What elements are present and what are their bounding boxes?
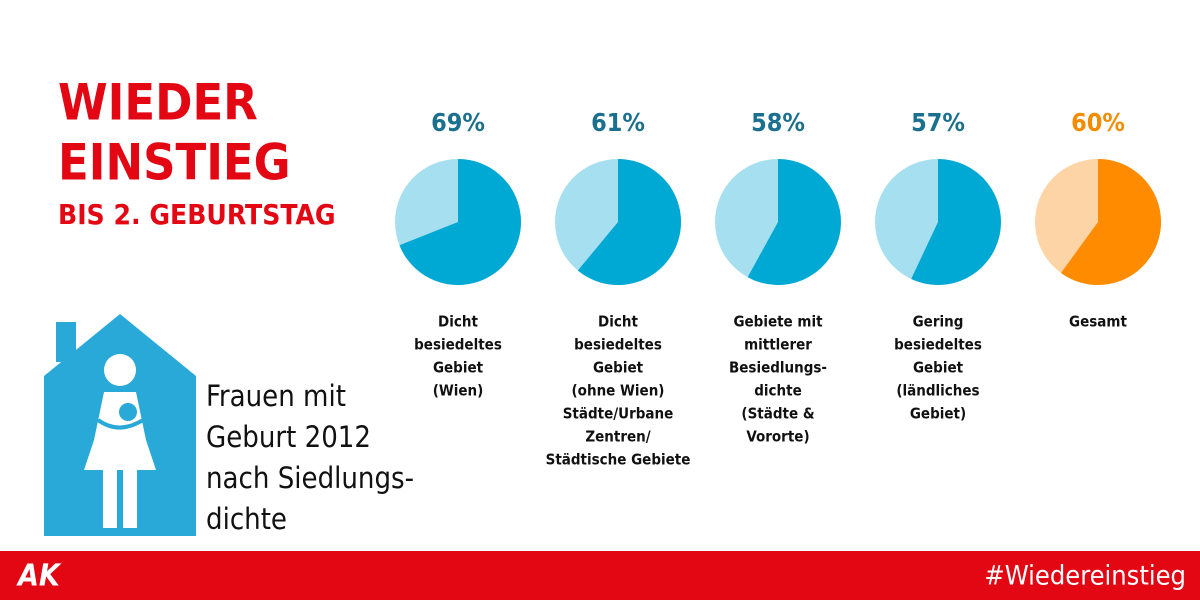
subtitle: BIS 2. GEBURTSTAG [58, 198, 336, 231]
description: Frauen mit Geburt 2012 nach Siedlungs- d… [206, 379, 414, 536]
category-label: besiedeltes [414, 336, 502, 354]
pie-slice [577, 159, 682, 285]
value-label: 69% [431, 108, 485, 137]
heading: WIEDER EINSTIEG BIS 2. GEBURTSTAG [58, 74, 336, 232]
arms [96, 416, 148, 430]
body [84, 392, 156, 470]
baby [119, 403, 137, 421]
value-label: 57% [911, 108, 965, 137]
category-label: Gebiet [913, 359, 964, 377]
pie-slice [399, 159, 521, 285]
value-label: 61% [591, 108, 645, 137]
description-line: Frauen mit [206, 379, 346, 413]
category-label: (ländliches [896, 382, 979, 400]
head [104, 354, 136, 386]
leg [123, 470, 137, 528]
category-label: (Wien) [433, 382, 484, 400]
category-label: Zentren/ [585, 428, 650, 446]
pie-slice [1060, 159, 1161, 285]
pie-slice [911, 159, 1001, 285]
category-label: Dicht [598, 313, 638, 331]
category-label: mittlerer [744, 336, 812, 354]
chimney [56, 322, 76, 362]
category-label: Städte/Urbane [563, 405, 674, 423]
logo: AK [16, 559, 62, 594]
category-label: Städtische Gebiete [546, 451, 691, 469]
title-line: EINSTIEG [58, 134, 291, 192]
leg [103, 470, 117, 528]
description-line: nach Siedlungs- [206, 461, 414, 495]
category-label: dichte [754, 382, 802, 400]
category-label: besiedeltes [574, 336, 662, 354]
house-icon [44, 314, 196, 536]
footer-bar [0, 551, 1200, 600]
pie-slice [747, 159, 841, 285]
category-label: Gebiet) [910, 405, 966, 423]
category-label: Dicht [438, 313, 478, 331]
description-line: dichte [206, 502, 287, 536]
category-label: (Städte & [741, 405, 814, 423]
value-label: 60% [1071, 108, 1125, 137]
title-line: WIEDER [58, 74, 258, 132]
hashtag: #Wiedereinstieg [984, 561, 1186, 592]
category-label: Gesamt [1069, 313, 1127, 331]
category-label: Gebiet [433, 359, 484, 377]
category-label: Gering [913, 313, 964, 331]
value-label: 58% [751, 108, 805, 137]
category-label: Gebiete mit [733, 313, 823, 331]
category-label: Gebiet [593, 359, 644, 377]
category-label: Vororte) [746, 428, 809, 446]
description-line: Geburt 2012 [206, 420, 371, 454]
category-label: Besiedlungs- [729, 359, 827, 377]
category-label: besiedeltes [894, 336, 982, 354]
category-label: (ohne Wien) [572, 382, 665, 400]
